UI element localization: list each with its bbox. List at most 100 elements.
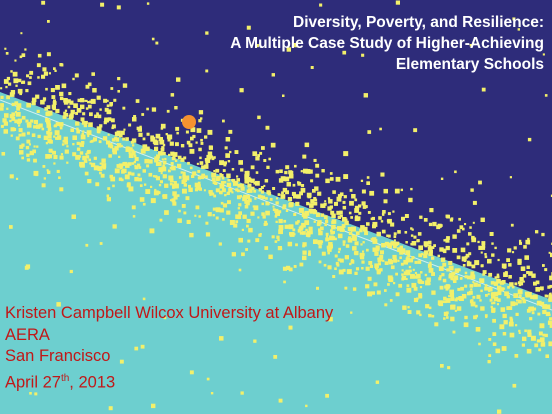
scatter-dot <box>393 244 397 249</box>
scatter-dot <box>0 124 4 128</box>
scatter-dot <box>101 163 107 168</box>
scatter-dot <box>464 255 468 259</box>
scatter-dot <box>21 53 26 57</box>
scatter-dot <box>107 187 111 191</box>
scatter-dot <box>95 182 100 187</box>
scatter-dot <box>337 226 342 231</box>
scatter-dot <box>497 409 502 414</box>
scatter-dot <box>397 247 402 252</box>
scatter-dot <box>115 138 120 142</box>
scatter-dot <box>177 155 182 160</box>
scatter-dot <box>366 181 370 185</box>
scatter-dot <box>510 301 516 307</box>
scatter-dot <box>134 157 139 162</box>
scatter-dot <box>263 159 267 162</box>
scatter-dot <box>401 273 404 276</box>
scatter-dot <box>64 113 69 117</box>
scatter-dot <box>544 268 548 272</box>
scatter-dot <box>401 269 404 272</box>
scatter-dot <box>309 203 314 208</box>
scatter-dot <box>204 158 209 162</box>
scatter-dot <box>463 322 469 328</box>
scatter-dot <box>235 188 239 192</box>
scatter-dot <box>413 297 419 303</box>
scatter-dot <box>61 83 67 89</box>
scatter-dot <box>310 66 314 69</box>
scatter-dot <box>344 220 349 226</box>
scatter-dot <box>10 127 15 132</box>
scatter-dot <box>25 264 31 269</box>
scatter-dot <box>74 73 79 78</box>
scatter-dot <box>72 77 75 81</box>
scatter-dot <box>349 262 352 266</box>
scatter-dot <box>503 272 508 277</box>
scatter-dot <box>162 174 167 179</box>
scatter-dot <box>122 83 128 88</box>
scatter-dot <box>500 280 505 285</box>
scatter-dot <box>271 73 275 77</box>
scatter-dot <box>358 204 362 208</box>
scatter-dot <box>502 287 505 290</box>
scatter-dot <box>192 171 197 176</box>
scatter-dot <box>101 158 106 163</box>
scatter-dot <box>76 141 80 145</box>
scatter-dot <box>20 32 23 35</box>
scatter-dot <box>213 156 216 159</box>
scatter-dot <box>456 255 461 260</box>
scatter-dot <box>52 101 57 105</box>
scatter-dot <box>6 107 9 110</box>
scatter-dot <box>313 210 318 215</box>
scatter-dot <box>351 234 355 238</box>
scatter-dot <box>304 210 310 216</box>
scatter-dot <box>325 178 330 184</box>
scatter-dot <box>272 187 276 190</box>
scatter-dot <box>302 250 307 255</box>
scatter-dot <box>417 260 422 264</box>
scatter-dot <box>355 231 360 235</box>
scatter-dot <box>56 169 60 173</box>
scatter-dot <box>191 174 195 178</box>
scatter-dot <box>481 87 486 92</box>
scatter-dot <box>13 78 19 84</box>
scatter-dot <box>82 130 85 133</box>
scatter-dot <box>69 117 72 120</box>
scatter-dot <box>428 222 433 227</box>
scatter-dot <box>227 160 231 163</box>
scatter-dot <box>164 210 169 215</box>
scatter-dot <box>45 111 51 117</box>
scatter-dot <box>53 67 56 70</box>
scatter-dot <box>389 299 393 302</box>
scatter-dot <box>51 150 54 153</box>
scatter-dot <box>173 195 178 200</box>
scatter-dot <box>90 162 96 168</box>
scatter-dot <box>496 273 500 277</box>
scatter-dot <box>139 184 143 187</box>
scatter-dot <box>77 98 81 102</box>
scatter-dot <box>441 273 445 277</box>
scatter-dot <box>445 311 449 315</box>
scatter-dot <box>503 265 507 269</box>
scatter-dot <box>59 91 64 97</box>
scatter-dot <box>259 195 263 199</box>
scatter-dot <box>150 136 156 142</box>
scatter-dot <box>304 142 310 148</box>
scatter-dot <box>185 130 189 134</box>
location-line: San Francisco <box>5 347 111 365</box>
scatter-dot <box>265 125 270 130</box>
scatter-dot <box>164 157 167 161</box>
scatter-dot <box>352 287 357 291</box>
scatter-dot <box>456 229 461 233</box>
scatter-dot <box>175 126 180 131</box>
scatter-dot <box>380 220 384 223</box>
scatter-dot <box>354 208 359 213</box>
scatter-dot <box>85 84 90 89</box>
scatter-dot <box>407 306 410 309</box>
scatter-dot <box>188 187 193 192</box>
scatter-dot <box>169 166 172 170</box>
scatter-dot <box>85 243 89 247</box>
scatter-dot <box>236 175 239 178</box>
scatter-dot <box>473 282 478 287</box>
scatter-dot <box>544 333 548 338</box>
scatter-dot <box>205 232 211 237</box>
scatter-dot <box>59 187 64 192</box>
